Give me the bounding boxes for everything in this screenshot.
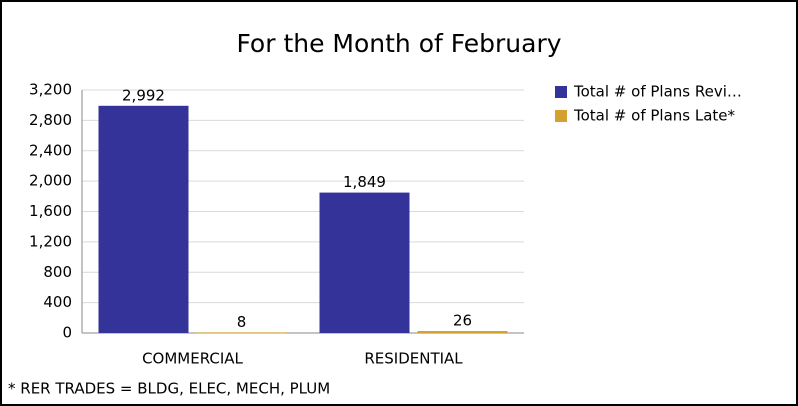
y-tick-label: 3,200 — [29, 81, 72, 99]
bar — [417, 331, 508, 333]
legend-swatch — [555, 110, 567, 122]
chart-title: For the Month of February — [236, 29, 561, 58]
x-tick-label: RESIDENTIAL — [364, 350, 463, 368]
y-tick-label: 1,200 — [29, 232, 72, 250]
y-tick-label: 1,600 — [29, 202, 72, 220]
y-tick-label: 0 — [62, 324, 72, 342]
footnote: * RER TRADES = BLDG, ELEC, MECH, PLUM — [8, 380, 330, 398]
y-tick-label: 2,000 — [29, 172, 72, 190]
bar — [319, 192, 410, 333]
x-tick-label: COMMERCIAL — [142, 350, 243, 368]
legend-swatch — [555, 86, 567, 98]
y-tick-label: 2,400 — [29, 141, 72, 159]
data-label: 1,849 — [343, 173, 386, 191]
bar — [196, 332, 287, 334]
data-label: 2,992 — [122, 86, 165, 104]
y-tick-label: 2,800 — [29, 111, 72, 129]
bar — [98, 105, 189, 333]
legend-label: Total # of Plans Revi… — [573, 83, 742, 101]
data-label: 26 — [453, 312, 472, 330]
legend-label: Total # of Plans Late* — [573, 107, 736, 125]
data-label: 8 — [237, 313, 247, 331]
y-tick-label: 400 — [43, 293, 72, 311]
y-tick-label: 800 — [43, 263, 72, 281]
